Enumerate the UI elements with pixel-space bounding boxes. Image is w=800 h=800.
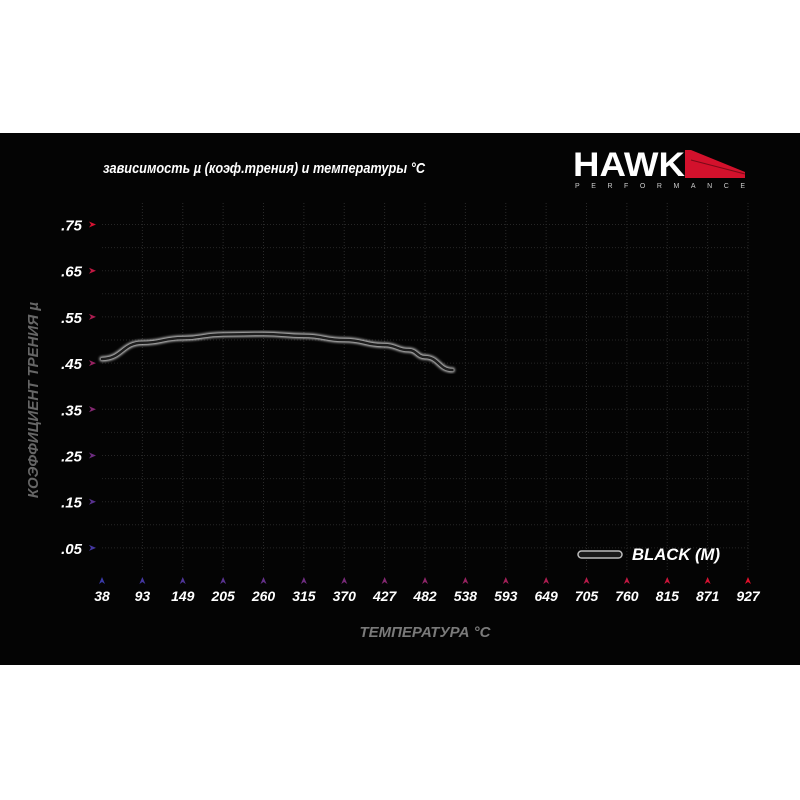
x-tick-label: 705 xyxy=(575,588,599,604)
x-tick-label: 370 xyxy=(333,588,357,604)
x-tick-label: 38 xyxy=(94,588,110,604)
x-tick-arrow-icon xyxy=(381,577,388,584)
series-line-black-m xyxy=(100,332,454,372)
x-tick-arrow-icon xyxy=(664,577,671,584)
y-tick-label: .65 xyxy=(61,264,83,281)
y-tick-label: .35 xyxy=(61,402,83,419)
x-tick-label: 593 xyxy=(494,588,518,604)
x-tick-label: 815 xyxy=(656,588,680,604)
x-tick-arrow-icon xyxy=(220,577,227,584)
hawk-performance-logo: HAWK PERFORMANCE xyxy=(573,146,745,190)
x-tick-label: 538 xyxy=(454,588,478,604)
ticks: 38 93 149 205 260 315 370 427 482 538 593 649 705 760… xyxy=(61,218,761,605)
x-tick-arrow-icon xyxy=(341,577,348,584)
legend-label: BLACK (M) xyxy=(632,545,720,564)
x-tick-arrow-icon xyxy=(139,577,146,584)
y-tick-arrow-icon xyxy=(89,452,96,459)
y-tick-label: .75 xyxy=(61,218,83,235)
x-tick-label: 482 xyxy=(412,588,437,604)
y-tick-arrow-icon xyxy=(89,406,96,413)
x-tick-arrow-icon xyxy=(543,577,550,584)
x-tick-arrow-icon xyxy=(502,577,509,584)
x-tick-label: 260 xyxy=(251,588,276,604)
x-tick-arrow-icon xyxy=(462,577,469,584)
svg-text:HAWK: HAWK xyxy=(573,146,685,184)
y-tick-arrow-icon xyxy=(89,267,96,274)
x-tick-label: 760 xyxy=(615,588,639,604)
y-tick-arrow-icon xyxy=(89,221,96,228)
x-tick-label: 93 xyxy=(135,588,151,604)
x-tick-label: 649 xyxy=(534,588,558,604)
x-tick-arrow-icon xyxy=(704,577,711,584)
y-axis-title: КОЭФФИЦИЕНТ ТРЕНИЯ µ xyxy=(25,302,42,498)
legend-swatch xyxy=(577,550,623,559)
x-tick-arrow-icon xyxy=(260,577,267,584)
legend: BLACK (M) xyxy=(577,545,720,564)
y-tick-label: .05 xyxy=(61,541,83,558)
x-tick-label: 315 xyxy=(292,588,316,604)
series-line-glow xyxy=(99,331,455,373)
x-tick-arrow-icon xyxy=(422,577,428,584)
x-tick-arrow-icon xyxy=(300,577,307,584)
y-tick-arrow-icon xyxy=(89,313,96,320)
chart-background xyxy=(0,133,800,665)
x-tick-label: 427 xyxy=(372,588,398,604)
y-tick-label: .25 xyxy=(61,449,83,466)
x-tick-arrow-icon xyxy=(99,577,105,584)
x-tick-arrow-icon xyxy=(745,577,751,584)
x-tick-label: 871 xyxy=(696,588,720,604)
x-axis-title: ТЕМПЕРАТУРА °C xyxy=(359,624,491,641)
x-tick-label: 927 xyxy=(736,588,761,604)
x-tick-label: 149 xyxy=(171,588,195,604)
x-tick-arrow-icon xyxy=(179,577,186,584)
chart-title: зависимость µ (коэф.трения) и температур… xyxy=(103,160,426,177)
y-tick-label: .45 xyxy=(61,356,83,373)
x-tick-label: 205 xyxy=(210,588,235,604)
y-tick-arrow-icon xyxy=(89,498,96,505)
y-tick-label: .55 xyxy=(61,310,83,327)
grid xyxy=(102,203,749,571)
y-tick-arrow-icon xyxy=(89,544,96,551)
x-tick-arrow-icon xyxy=(623,577,630,584)
y-tick-label: .15 xyxy=(61,495,83,512)
y-tick-arrow-icon xyxy=(89,360,96,367)
svg-text:PERFORMANCE: PERFORMANCE xyxy=(575,183,745,190)
x-tick-arrow-icon xyxy=(583,577,590,584)
